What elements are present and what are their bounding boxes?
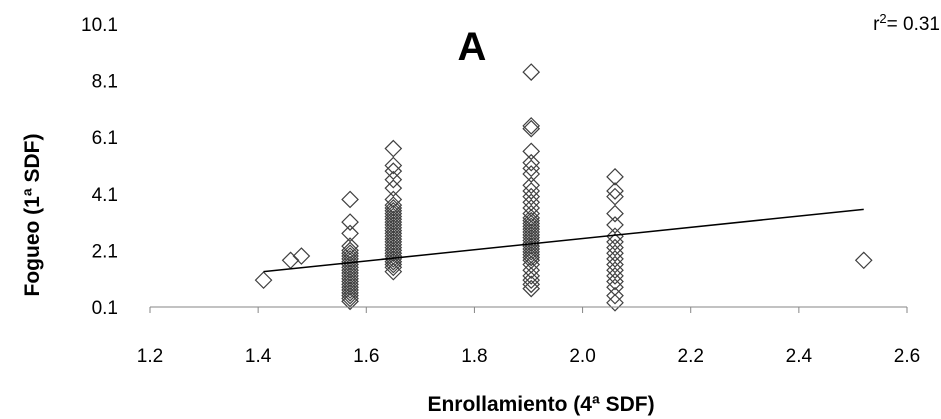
data-point bbox=[522, 117, 541, 135]
y-tick-label: 10.1 bbox=[81, 15, 118, 36]
y-tick-label: 8.1 bbox=[92, 72, 118, 93]
y-tick-label: 6.1 bbox=[92, 128, 118, 149]
x-tick-label: 2.0 bbox=[569, 346, 595, 367]
data-point bbox=[606, 261, 624, 280]
data-point bbox=[522, 119, 541, 138]
data-point bbox=[384, 199, 403, 217]
data-point bbox=[522, 275, 541, 294]
data-point bbox=[606, 255, 624, 274]
data-point bbox=[522, 279, 541, 298]
data-point bbox=[522, 142, 541, 161]
x-tick-label: 1.8 bbox=[461, 346, 487, 367]
data-point bbox=[292, 247, 311, 265]
data-point bbox=[854, 251, 873, 270]
data-point bbox=[522, 182, 541, 200]
data-point bbox=[341, 224, 359, 243]
y-axis-ticks: 0.1 2.1 4.1 6.1 8.1 10.1 bbox=[81, 15, 118, 319]
data-point bbox=[384, 179, 403, 197]
data-point bbox=[522, 63, 541, 81]
x-tick-label: 2.6 bbox=[894, 346, 920, 367]
data-point bbox=[522, 159, 541, 178]
data-point bbox=[606, 216, 624, 234]
y-tick-label: 4.1 bbox=[92, 185, 118, 206]
data-point bbox=[281, 251, 300, 270]
data-point bbox=[606, 250, 624, 268]
data-points bbox=[254, 63, 873, 312]
data-point bbox=[522, 165, 541, 183]
data-point bbox=[341, 241, 359, 260]
y-axis-title: Fogueo (1ª SDF) bbox=[21, 134, 44, 297]
data-point bbox=[522, 153, 541, 172]
r-squared-superscript: 2 bbox=[879, 11, 886, 26]
data-point bbox=[384, 139, 403, 158]
data-point bbox=[384, 262, 403, 281]
y-tick-label: 2.1 bbox=[92, 241, 118, 262]
data-point bbox=[606, 227, 624, 246]
data-point bbox=[384, 170, 403, 189]
data-point bbox=[384, 190, 403, 209]
data-point bbox=[606, 244, 624, 263]
r-squared-value: = 0.31 bbox=[887, 14, 940, 35]
data-point bbox=[606, 187, 624, 206]
data-point bbox=[522, 193, 541, 212]
data-point bbox=[606, 293, 624, 312]
data-point bbox=[522, 209, 541, 227]
data-point bbox=[606, 204, 624, 223]
x-tick-label: 2.4 bbox=[786, 346, 813, 367]
data-point bbox=[341, 213, 359, 231]
x-tick-label: 2.2 bbox=[678, 346, 704, 367]
data-point bbox=[522, 187, 541, 206]
data-point bbox=[522, 211, 541, 230]
x-tick-label: 1.6 bbox=[353, 346, 379, 367]
y-tick-label: 0.1 bbox=[92, 298, 118, 319]
data-point bbox=[522, 271, 541, 289]
data-point bbox=[522, 204, 541, 223]
x-tick-label: 1.4 bbox=[245, 346, 272, 367]
data-point bbox=[341, 244, 359, 263]
data-point bbox=[606, 167, 624, 186]
x-axis-ticks: 1.2 1.4 1.6 1.8 2.0 2.2 2.4 2.6 bbox=[137, 307, 920, 367]
data-point bbox=[384, 156, 403, 175]
data-point bbox=[254, 271, 273, 289]
x-axis-title: Enrollamiento (4ª SDF) bbox=[427, 393, 654, 416]
data-point bbox=[522, 176, 541, 195]
panel-label: A bbox=[458, 25, 487, 69]
data-point bbox=[341, 237, 359, 256]
data-point bbox=[606, 182, 624, 200]
r-squared-annotation: r2= 0.31 bbox=[873, 11, 940, 35]
data-point bbox=[606, 267, 624, 285]
data-point bbox=[522, 199, 541, 217]
r-squared-prefix: r bbox=[873, 14, 880, 35]
x-tick-label: 1.2 bbox=[137, 346, 163, 367]
trendline bbox=[263, 208, 864, 273]
data-point bbox=[606, 238, 624, 257]
data-point bbox=[606, 286, 624, 305]
data-point bbox=[522, 255, 541, 274]
data-point bbox=[341, 190, 359, 209]
